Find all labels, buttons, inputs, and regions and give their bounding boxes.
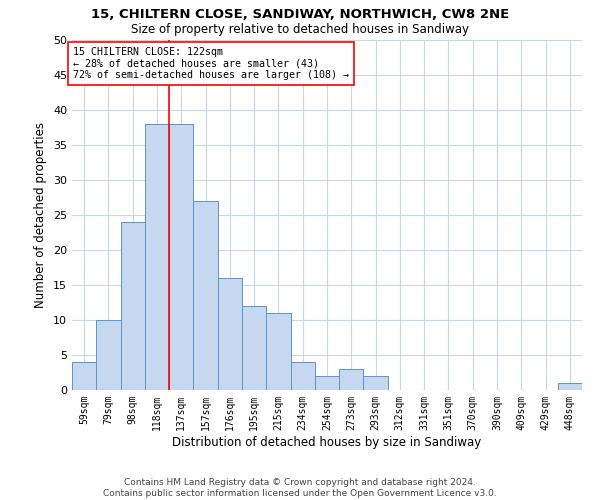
Bar bbox=[266, 313, 290, 390]
Bar bbox=[72, 362, 96, 390]
Bar bbox=[193, 201, 218, 390]
Bar bbox=[339, 369, 364, 390]
Bar bbox=[315, 376, 339, 390]
Y-axis label: Number of detached properties: Number of detached properties bbox=[34, 122, 47, 308]
Bar bbox=[169, 124, 193, 390]
Bar bbox=[96, 320, 121, 390]
Text: 15, CHILTERN CLOSE, SANDIWAY, NORTHWICH, CW8 2NE: 15, CHILTERN CLOSE, SANDIWAY, NORTHWICH,… bbox=[91, 8, 509, 20]
Text: 15 CHILTERN CLOSE: 122sqm
← 28% of detached houses are smaller (43)
72% of semi-: 15 CHILTERN CLOSE: 122sqm ← 28% of detac… bbox=[73, 47, 349, 80]
Bar bbox=[558, 383, 582, 390]
Bar bbox=[242, 306, 266, 390]
Bar bbox=[218, 278, 242, 390]
Bar bbox=[145, 124, 169, 390]
Bar bbox=[121, 222, 145, 390]
Bar bbox=[364, 376, 388, 390]
Text: Contains HM Land Registry data © Crown copyright and database right 2024.
Contai: Contains HM Land Registry data © Crown c… bbox=[103, 478, 497, 498]
Bar bbox=[290, 362, 315, 390]
X-axis label: Distribution of detached houses by size in Sandiway: Distribution of detached houses by size … bbox=[172, 436, 482, 448]
Text: Size of property relative to detached houses in Sandiway: Size of property relative to detached ho… bbox=[131, 22, 469, 36]
